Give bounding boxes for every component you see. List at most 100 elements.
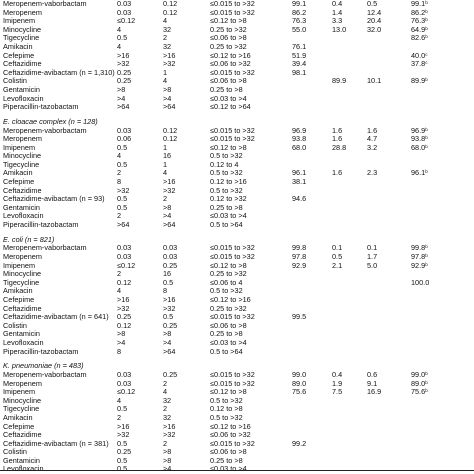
agent-name: Gentamicin xyxy=(3,330,40,339)
mic50: >32 xyxy=(117,59,130,69)
percent-susceptible-text: 99.5 xyxy=(292,312,307,322)
mic-range: 0.25 to >8 xyxy=(210,456,243,466)
percent-susceptible-text: 92.9 xyxy=(292,260,307,270)
mic-range: 0.5 to >64 xyxy=(210,220,243,230)
mic90-text: 1 xyxy=(163,159,168,169)
mic50: 0.12 xyxy=(117,321,131,331)
mic-range-text: ≤0.06 to 4 xyxy=(210,277,243,287)
percent-intermediate-text: 0.4 xyxy=(332,369,343,379)
mic50: 4 xyxy=(117,42,121,52)
mic90-text: 4 xyxy=(163,16,168,26)
table-row: Meropenem-vaborbactam 0.03 0.25 ≤0.015 to >… xyxy=(0,369,474,380)
mic-range-text: 0.5 to >32 xyxy=(210,151,243,161)
percent-intermediate: 13.0 xyxy=(332,24,347,35)
mic-range-text: 0.25 to >8 xyxy=(210,84,243,94)
mic50: >32 xyxy=(117,304,129,314)
agent-name-text: Ceftazidime-avibactam (n = 93) xyxy=(3,194,105,204)
mic-range-text: ≤0.06 to >8 xyxy=(210,320,247,330)
percent-susceptible: 99.1 xyxy=(292,0,306,9)
mic90: >16 xyxy=(163,295,175,305)
percent-susceptible-eucast-text: 86.2 xyxy=(411,7,426,17)
table-row: Colistin 0.25 4 ≤0.06 to >8 89.9 10.1 89.9b xyxy=(0,77,474,86)
percent-intermediate: 0.4 xyxy=(332,0,342,9)
agent-name: Cefepime xyxy=(3,295,34,305)
mic90-text: 0.5 xyxy=(163,312,174,322)
percent-intermediate-text: 13.0 xyxy=(332,24,347,34)
mic-range: ≤0.12 to >8 xyxy=(210,387,247,397)
agent-name: Ceftazidime xyxy=(3,430,42,440)
percent-resistant: 0.6 xyxy=(367,370,377,380)
percent-susceptible-eucast: 89.9b xyxy=(411,77,428,86)
mic50-text: 2 xyxy=(117,168,122,178)
mic-range: ≤0.015 to >32 xyxy=(210,7,255,18)
mic90: 0.12 xyxy=(163,134,177,144)
footnote-marker: b xyxy=(425,253,428,259)
mic-range: 0.25 to >32 xyxy=(210,269,247,279)
mic50: 0.06 xyxy=(117,134,131,144)
mic-range-text: 0.25 to >8 xyxy=(210,202,243,212)
percent-susceptible-eucast: 100.0 xyxy=(411,278,429,288)
mic-range-text: ≤0.12 to >8 xyxy=(210,260,247,270)
mic50: 0.03 xyxy=(117,370,131,380)
mic-range: ≤0.06 to >32 xyxy=(210,59,251,69)
percent-susceptible-eucast-text: 96.1 xyxy=(411,168,426,178)
table-row: Ceftazidime-avibactam (n = 381) 0.5 2 ≤0.01… xyxy=(0,439,474,449)
agent-name-text: Piperacillin-tazobactam xyxy=(3,346,79,356)
agent-name-text: Ceftazidime-avibactam (n = 1,310) xyxy=(3,67,115,77)
mic50: 4 xyxy=(117,287,121,296)
agent-name: Cefepime xyxy=(3,422,34,432)
percent-resistant: 3.2 xyxy=(367,143,377,153)
percent-susceptible-eucast: 68.0b xyxy=(411,143,428,153)
table-row: Minocycline 4 32 0.25 to >32 55.0 13.0 32.0 64.… xyxy=(0,24,474,35)
percent-resistant: 0.5 xyxy=(367,0,377,9)
mic-range: ≤0.03 to >4 xyxy=(210,94,247,104)
mic-range-text: ≤0.015 to >32 xyxy=(210,7,255,17)
agent-name: Imipenem xyxy=(3,16,35,26)
mic90: 0.03 xyxy=(163,252,177,262)
mic-range: 0.12 to >32 xyxy=(210,194,247,204)
mic90: 32 xyxy=(163,42,171,52)
mic-range: ≤0.06 to >8 xyxy=(210,34,247,43)
percent-susceptible: 76.3 xyxy=(292,16,306,26)
percent-susceptible-eucast-text: 99.0 xyxy=(411,369,426,379)
percent-intermediate-text: 0.1 xyxy=(332,243,343,253)
agent-name-text: Ceftazidime xyxy=(3,303,42,313)
table-row: Amikacin 2 4 0.5 to >32 96.1 1.6 2.3 96.1b xyxy=(0,169,474,178)
footnote-marker: b xyxy=(425,135,428,141)
mic50-text: 4 xyxy=(117,24,122,34)
mic-range-text: 0.25 to >32 xyxy=(210,269,247,279)
percent-susceptible-eucast: 99.0b xyxy=(411,369,428,380)
mic90: 0.12 xyxy=(163,8,177,18)
mic50: 0.5 xyxy=(117,143,127,153)
agent-name: Levofloxacin xyxy=(3,94,44,104)
mic-range-text: ≤0.12 to >16 xyxy=(210,421,251,431)
mic50: >32 xyxy=(117,430,129,440)
percent-susceptible-text: 55.0 xyxy=(292,24,307,34)
mic90: 16 xyxy=(163,269,171,279)
mic50: 2 xyxy=(117,169,121,178)
percent-susceptible: 94.6 xyxy=(292,194,306,204)
percent-susceptible-eucast-text: 96.9 xyxy=(411,125,426,135)
agent-name-text: Ceftazidime xyxy=(3,59,42,69)
mic-range-text: 0.12 to >32 xyxy=(210,194,247,204)
table-row: Ceftazidime-avibactam (n = 93) 0.5 2 0.12 t… xyxy=(0,194,474,204)
mic-range-text: ≤0.12 to >64 xyxy=(210,102,251,112)
percent-susceptible: 98.1 xyxy=(292,68,306,78)
percent-susceptible-eucast-text: 82.6 xyxy=(411,33,426,43)
agent-name-text: Meropenem xyxy=(3,7,42,17)
agent-name-text: Amikacin xyxy=(3,168,33,178)
footnote-marker: b xyxy=(425,388,428,394)
mic50: 0.25 xyxy=(117,68,131,78)
percent-susceptible-eucast: 37.8c xyxy=(411,59,428,69)
mic50-text: >32 xyxy=(117,59,130,69)
mic-range-text: 0.5 to >64 xyxy=(210,220,243,230)
table-row: Piperacillin-tazobactam >64 >64 ≤0.12 to >6… xyxy=(0,102,474,112)
mic50: 4 xyxy=(117,396,121,406)
mic50-text: 8 xyxy=(117,177,122,187)
mic50: 0.5 xyxy=(117,194,127,204)
mic-range-text: ≤0.015 to >32 xyxy=(210,252,255,262)
agent-name: Colistin xyxy=(3,321,27,331)
mic-range: ≤0.03 to >4 xyxy=(210,338,247,348)
mic50: 0.5 xyxy=(117,34,127,43)
agent-name: Ceftazidime xyxy=(3,186,42,196)
